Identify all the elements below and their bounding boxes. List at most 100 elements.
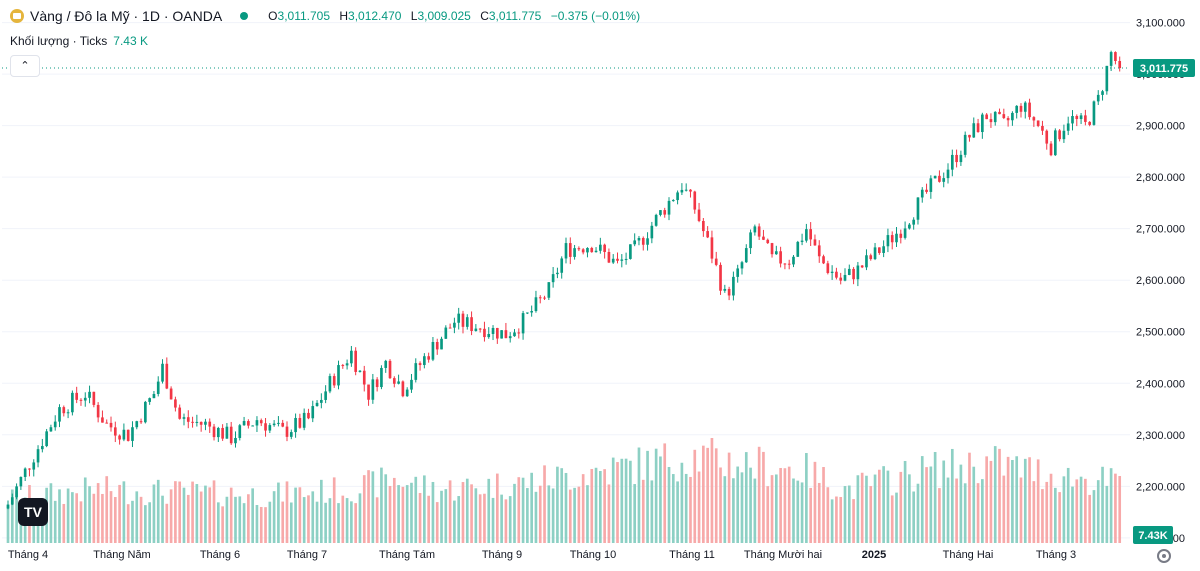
volume-bar (680, 462, 684, 543)
candle-body (792, 256, 795, 265)
volume-bar (650, 480, 654, 543)
volume-bar (732, 478, 735, 543)
volume-bar (749, 467, 752, 543)
candle-body (328, 376, 332, 392)
candle-body (423, 356, 426, 366)
tradingview-logo[interactable]: TV (18, 498, 48, 526)
volume-bar (298, 487, 302, 543)
candle-body (976, 123, 980, 133)
candle-body (380, 367, 383, 388)
volume-bar (1101, 466, 1104, 543)
candle-body (981, 114, 984, 133)
candle-body (221, 427, 224, 439)
candle-body (1118, 60, 1122, 69)
candle-body (719, 264, 722, 291)
candle-body (500, 330, 503, 339)
volume-bar (66, 488, 70, 543)
candle-body (702, 220, 705, 232)
volume-bar (968, 452, 971, 543)
symbol-title[interactable]: Vàng / Đô la Mỹ · 1D · OANDA (30, 8, 223, 24)
candle-body (491, 327, 495, 334)
candle-body (169, 388, 173, 400)
volume-bar (551, 488, 555, 543)
volume-bar (783, 468, 787, 543)
volume-bar (942, 460, 946, 543)
volume-bar (740, 472, 744, 543)
candle-body (620, 259, 624, 261)
volume-bar (92, 493, 96, 543)
candle-body (736, 268, 740, 277)
candle-body (66, 412, 70, 414)
volume-label[interactable]: Khối lượng · Ticks (10, 34, 108, 48)
candle-body (616, 258, 619, 261)
volume-bar (186, 494, 190, 543)
candle-body (663, 210, 667, 215)
candle-body (603, 244, 606, 252)
candle-body (946, 169, 950, 179)
candle-body (118, 435, 121, 440)
open-value: 3,011.705 (277, 9, 331, 23)
volume-bar (440, 490, 443, 543)
candle-body (543, 297, 546, 299)
volume-bar (1019, 477, 1023, 543)
volume-bar (860, 472, 864, 543)
candle-body (474, 328, 478, 331)
volume-bar (787, 466, 791, 543)
volume-bar (101, 493, 104, 543)
collapse-legend-button[interactable]: ⌃ (10, 55, 40, 77)
volume-value: 7.43 K (113, 34, 148, 48)
candle-body (847, 268, 851, 275)
candle-body (710, 237, 714, 259)
candle-body (156, 381, 160, 394)
candle-body (204, 421, 207, 425)
change-value: −0.375 (−0.01%) (550, 9, 641, 23)
volume-bar (491, 497, 495, 543)
x-tick-label: Tháng 7 (287, 549, 327, 561)
candle-body (749, 232, 752, 249)
gear-icon[interactable] (1157, 549, 1171, 563)
volume-bar (835, 496, 838, 543)
volume-bar (929, 466, 933, 543)
volume-bar (487, 478, 491, 543)
volume-bar (88, 486, 91, 543)
candle-body (440, 338, 443, 350)
candle-body (1019, 105, 1023, 112)
y-tick-label: 3,100.000 (1136, 18, 1185, 30)
candle-body (195, 421, 199, 423)
candle-body (277, 422, 280, 424)
low-label: L (410, 9, 418, 23)
candle-body (706, 231, 709, 238)
volume-bar (1045, 481, 1049, 543)
candle-body (547, 282, 551, 298)
candle-body (199, 421, 203, 425)
volume-bar (289, 502, 293, 543)
candle-body (161, 363, 164, 382)
candle-body (448, 327, 452, 329)
volume-bar (332, 477, 336, 543)
x-tick-label: Tháng 4 (8, 549, 48, 561)
volume-bar (925, 467, 928, 543)
volume-bar (950, 448, 954, 543)
volume-bar (1015, 456, 1019, 543)
candle-body (783, 263, 787, 265)
candle-body (942, 178, 946, 182)
candle-body (1028, 102, 1031, 118)
volume-bar (663, 443, 667, 543)
candle-body (1105, 65, 1109, 92)
volume-bar (736, 466, 740, 543)
market-status-icon (240, 12, 249, 20)
candle-body (122, 429, 126, 440)
candle-body (10, 497, 14, 505)
candle-body (152, 393, 156, 399)
volume-bar (1002, 475, 1006, 543)
volume-bar (144, 505, 147, 543)
candle-body (856, 265, 860, 280)
candle-body (504, 330, 508, 339)
candle-body (800, 240, 804, 242)
x-tick-label: Tháng Tám (379, 549, 435, 561)
y-tick-label: 2,900.000 (1136, 121, 1185, 133)
volume-bar (478, 494, 482, 543)
volume-bar (796, 480, 800, 543)
volume-bar (161, 495, 164, 543)
